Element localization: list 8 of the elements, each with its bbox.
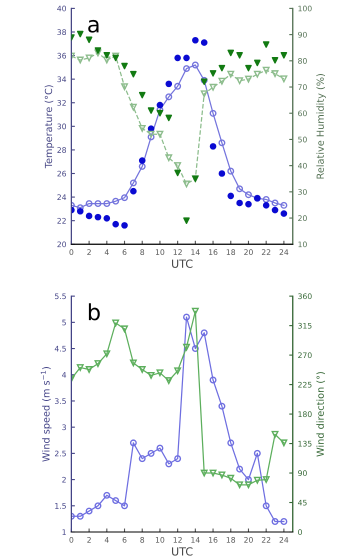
- y2-axis-title: Relative Humidity (%): [316, 74, 326, 179]
- y-axis-title: Temperature (°C): [44, 85, 54, 168]
- y2-axis-title: Wind direction (°): [316, 372, 326, 457]
- y-axis-title: Wind speed (m s$^{−1}$): [40, 367, 52, 462]
- annotation: a: [88, 20, 98, 33]
- annotation: b: [88, 303, 100, 320]
- x-axis-title: UTC: [172, 259, 192, 268]
- x-axis-title: UTC: [172, 547, 192, 556]
